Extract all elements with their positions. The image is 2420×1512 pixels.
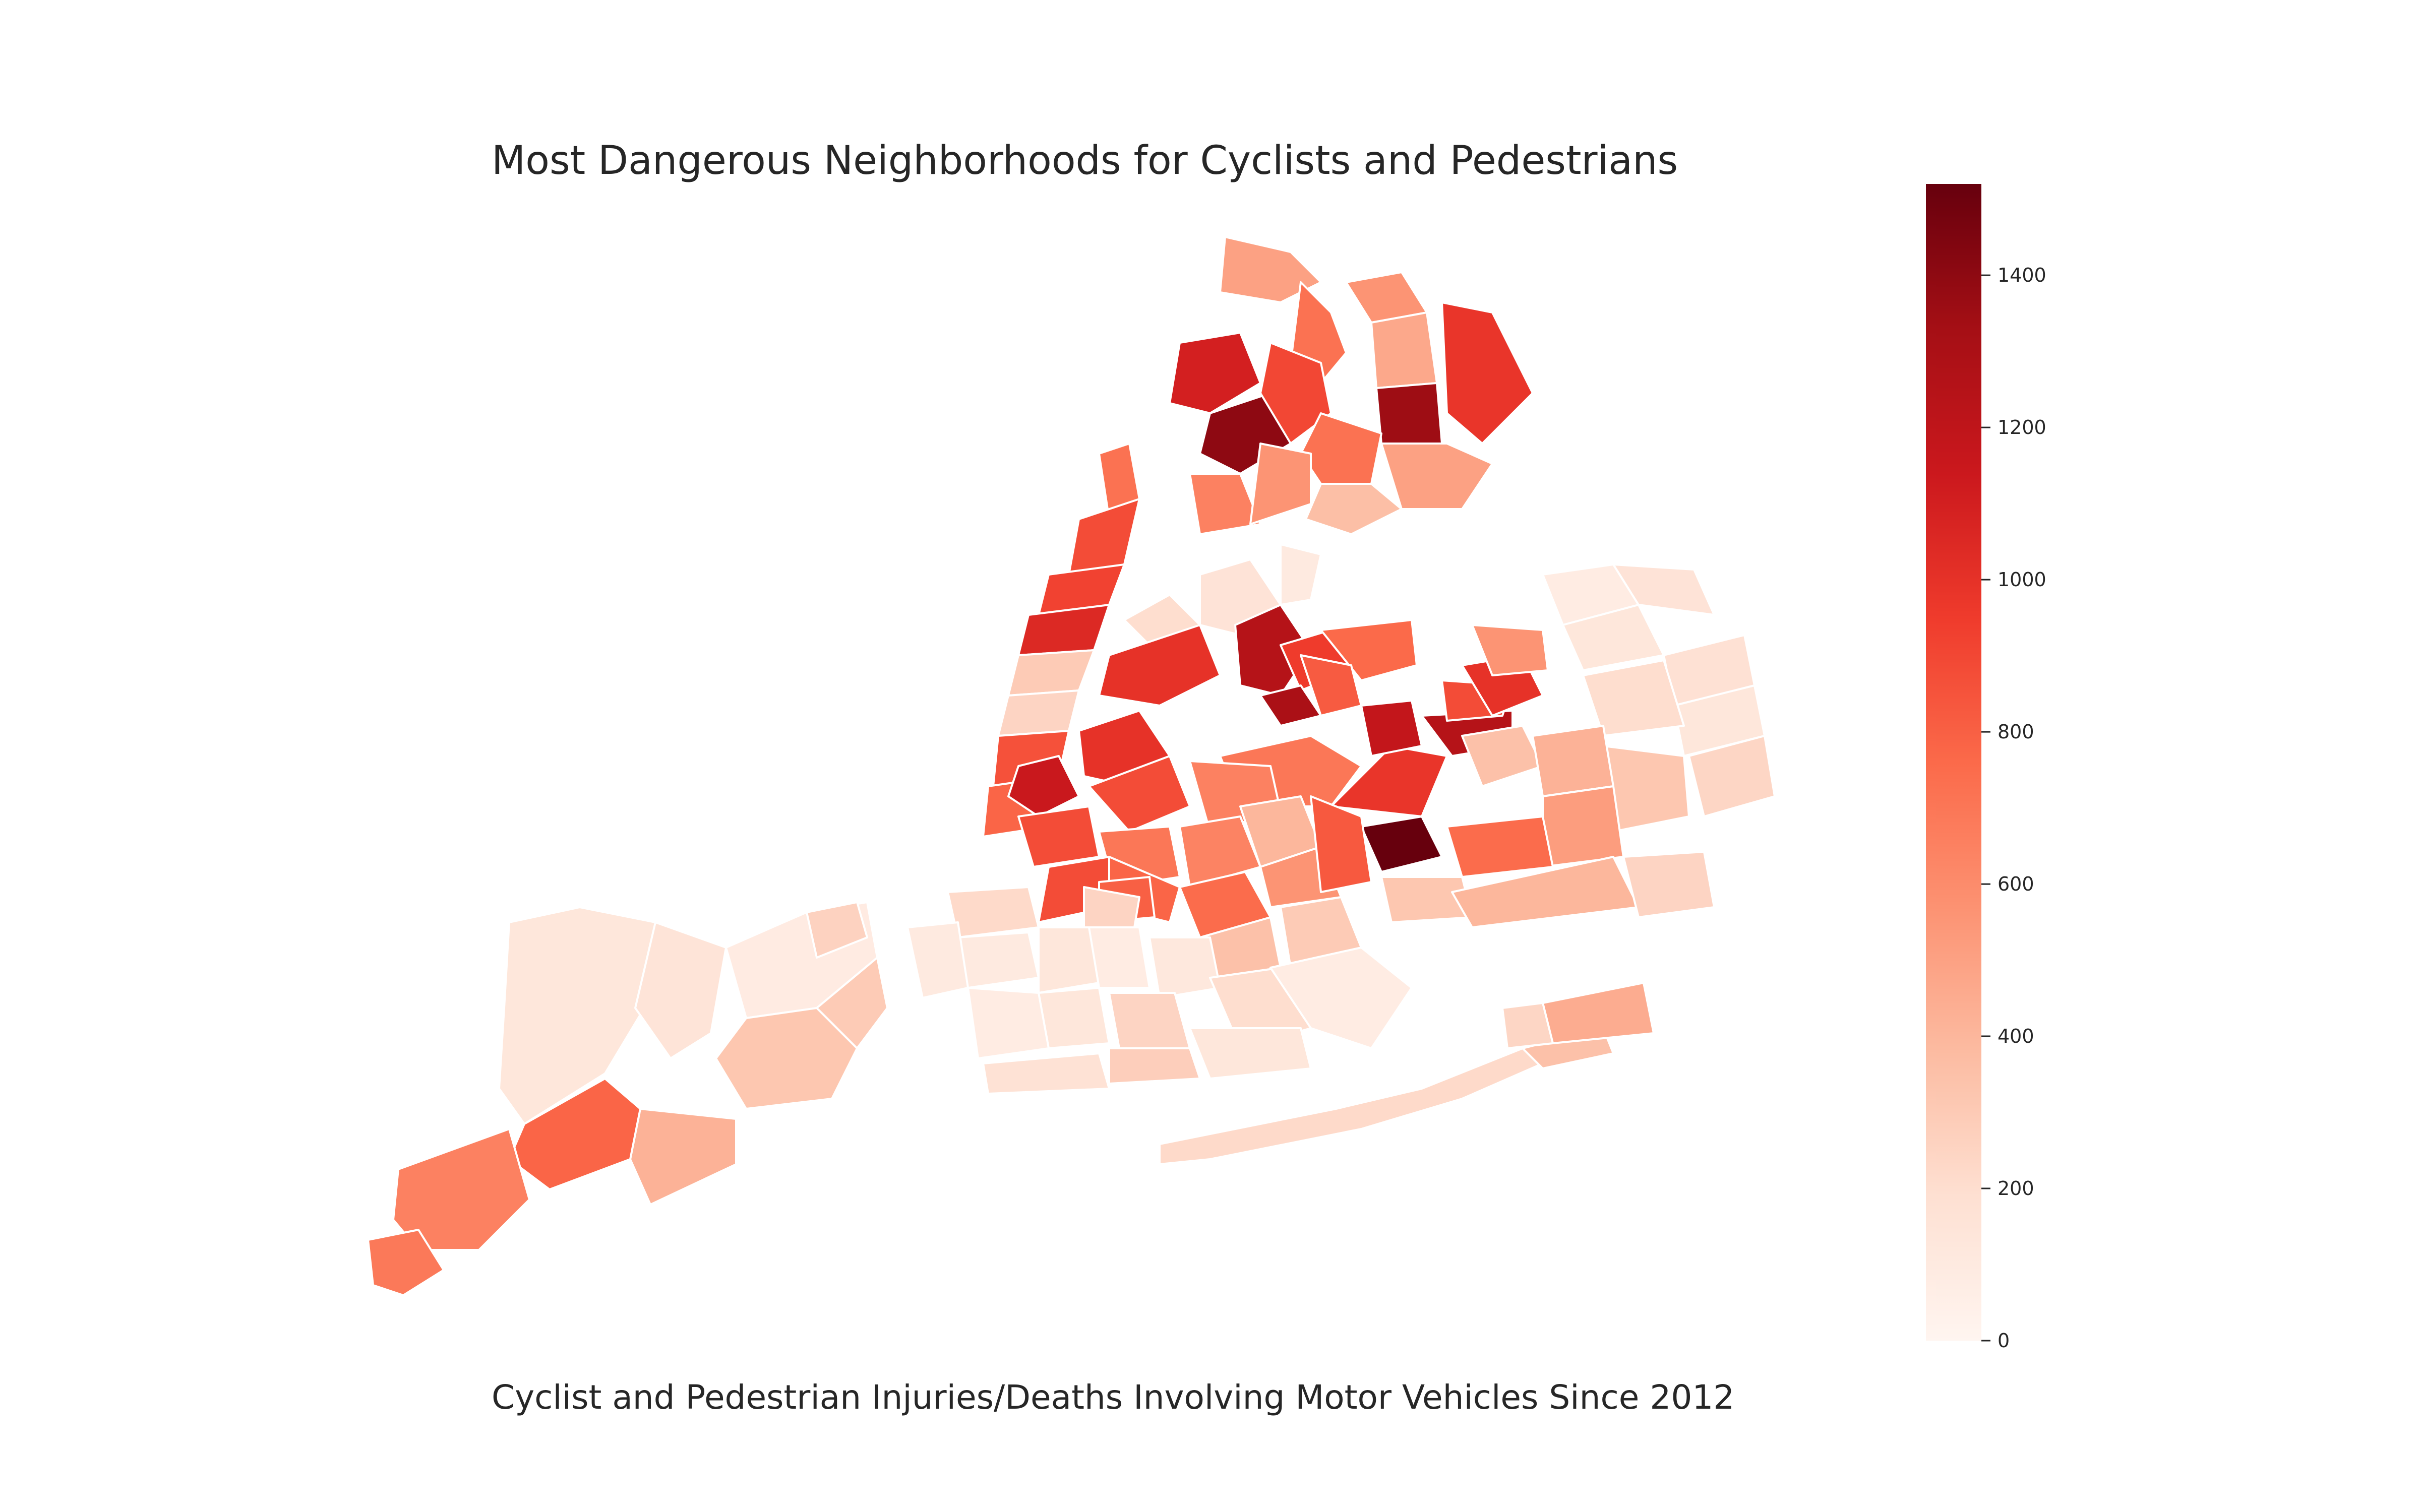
map-caption: Cyclist and Pedestrian Injuries/Deaths I… — [492, 1378, 1734, 1417]
neighborhood-region[interactable] — [982, 1052, 1110, 1095]
neighborhood-region[interactable] — [1310, 795, 1372, 893]
neighborhood-region[interactable] — [1380, 443, 1493, 510]
neighborhood-region[interactable] — [634, 921, 727, 1059]
neighborhood-region[interactable] — [1360, 700, 1423, 757]
neighborhood-region[interactable] — [1007, 755, 1080, 817]
neighborhood-region[interactable] — [1532, 725, 1614, 797]
neighborhood-region[interactable] — [1461, 725, 1544, 787]
neighborhood-region[interactable] — [997, 689, 1080, 737]
neighborhood-region[interactable] — [1017, 805, 1100, 868]
neighborhood-region[interactable] — [1007, 649, 1095, 697]
neighborhood-region[interactable] — [1542, 785, 1624, 868]
neighborhood-region[interactable] — [1688, 735, 1776, 817]
neighborhood-region[interactable] — [392, 1128, 530, 1251]
neighborhood-region[interactable] — [1446, 815, 1554, 878]
neighborhood-region[interactable] — [1269, 947, 1413, 1049]
neighborhood-region[interactable] — [1441, 301, 1534, 445]
neighborhood-region[interactable] — [629, 1108, 737, 1206]
colorbar-tick-label: 0 — [1998, 1330, 2010, 1352]
neighborhood-region[interactable] — [1280, 543, 1322, 606]
neighborhood-region[interactable] — [498, 906, 656, 1125]
colorbar-tick-label: 1000 — [1998, 569, 2046, 591]
colorbar-tick-label: 400 — [1998, 1025, 2034, 1047]
colorbar-tick-label: 200 — [1998, 1177, 2034, 1200]
neighborhood-region[interactable] — [1017, 604, 1110, 656]
nyc-neighborhood-map — [367, 236, 1776, 1296]
neighborhood-region[interactable] — [1189, 473, 1261, 535]
neighborhood-region[interactable] — [967, 987, 1050, 1059]
colorbar-tick-label: 600 — [1998, 873, 2034, 895]
chart-title: Most Dangerous Neighborhoods for Cyclist… — [492, 138, 1678, 183]
neighborhood-region[interactable] — [1108, 1047, 1201, 1085]
neighborhood-region[interactable] — [1330, 745, 1448, 817]
neighborhood-region[interactable] — [1088, 755, 1191, 833]
neighborhood-region[interactable] — [1542, 982, 1655, 1044]
colorbar-tick-label: 1200 — [1998, 416, 2046, 438]
colorbar-tick-label: 1400 — [1998, 264, 2046, 286]
neighborhood-region[interactable] — [1038, 987, 1110, 1049]
neighborhood-region[interactable] — [1360, 815, 1443, 873]
neighborhood-region[interactable] — [947, 886, 1040, 938]
neighborhood-region[interactable] — [1582, 659, 1685, 737]
neighborhood-region[interactable] — [1622, 851, 1715, 918]
neighborhood-region[interactable] — [806, 901, 868, 959]
neighborhood-region[interactable] — [1148, 936, 1221, 999]
neighborhood-region[interactable] — [1370, 311, 1438, 389]
neighborhood-region[interactable] — [1612, 563, 1715, 616]
colorbar-ticks: 0 200 400 600 800 1000 1200 1400 — [1981, 264, 2046, 1352]
neighborhood-region[interactable] — [816, 957, 888, 1049]
colorbar-tick-label: 800 — [1998, 721, 2034, 743]
neighborhood-region[interactable] — [1169, 332, 1261, 414]
neighborhood-region[interactable] — [1249, 443, 1312, 525]
neighborhood-region[interactable] — [367, 1229, 445, 1296]
neighborhood-region[interactable] — [1305, 483, 1403, 535]
neighborhood-region[interactable] — [1375, 382, 1443, 445]
neighborhood-region[interactable] — [1098, 624, 1221, 707]
colorbar: 0 200 400 600 800 1000 1200 1400 — [1926, 184, 2046, 1352]
neighborhood-region[interactable] — [1088, 926, 1151, 989]
neighborhood-region[interactable] — [1501, 1002, 1554, 1049]
neighborhood-region[interactable] — [1259, 342, 1332, 445]
neighborhood-region[interactable] — [1189, 1027, 1312, 1080]
neighborhood-region[interactable] — [1159, 1047, 1544, 1165]
colorbar-gradient — [1926, 184, 1981, 1341]
neighborhood-region[interactable] — [1068, 498, 1140, 576]
neighborhood-region[interactable] — [906, 921, 969, 999]
neighborhood-region[interactable] — [1471, 624, 1549, 676]
neighborhood-region[interactable] — [1108, 992, 1191, 1049]
neighborhood-region[interactable] — [957, 931, 1040, 989]
